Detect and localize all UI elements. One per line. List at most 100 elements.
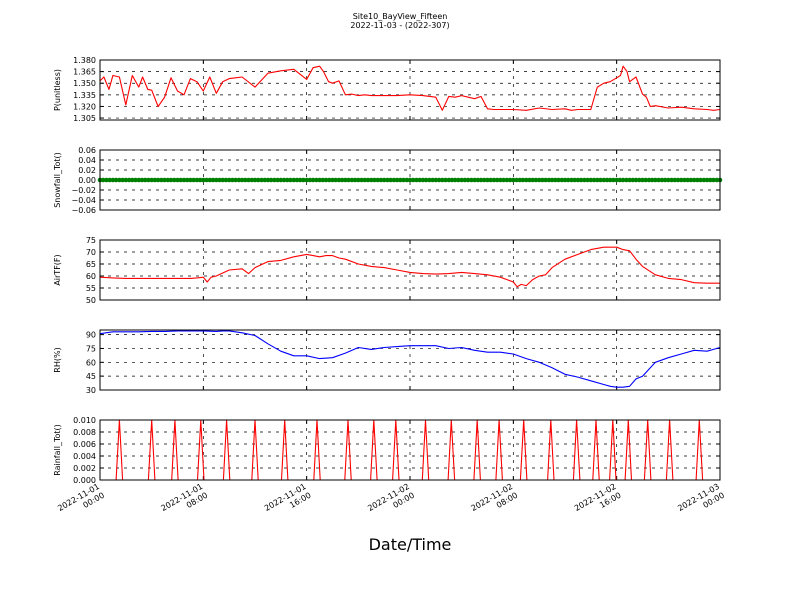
series-point [562, 177, 568, 183]
series-point [320, 177, 326, 183]
series-point [420, 177, 426, 183]
series-point [168, 177, 174, 183]
series-point [214, 177, 219, 183]
y-tick-label: −0.04 [71, 196, 96, 205]
series-line [99, 330, 721, 388]
series-point [217, 177, 222, 183]
series-point [107, 177, 112, 183]
y-tick-label: 0.004 [73, 452, 96, 461]
series-point [666, 177, 671, 183]
series-point [142, 177, 148, 183]
series-point [113, 177, 119, 183]
chart-subtitle: 2022-11-03 - (2022-307) [350, 21, 449, 30]
y-tick-label: 1.365 [73, 68, 96, 77]
series-point [365, 177, 371, 183]
series-point [226, 177, 232, 183]
series-point [149, 177, 154, 183]
series-point [591, 177, 597, 183]
series-point [478, 177, 484, 183]
series-point [230, 177, 235, 183]
series-point [391, 177, 397, 183]
series-point [197, 177, 203, 183]
series-point [152, 177, 158, 183]
series-point [146, 177, 151, 183]
series-point [653, 177, 658, 183]
series-point [327, 177, 332, 183]
panel-airtf: 50 55 60 65 70 75 AirTF(F) [53, 236, 721, 305]
plot-frame [99, 59, 721, 121]
series-point [410, 177, 416, 183]
series-point [159, 177, 164, 183]
series-point [204, 177, 209, 183]
series-point [704, 177, 710, 183]
series-point [620, 177, 626, 183]
series-point [133, 177, 138, 183]
series-point [559, 177, 565, 183]
y-tick-label: 0.002 [73, 464, 96, 473]
series-point [682, 177, 687, 183]
series-point [546, 177, 552, 183]
series-point [136, 177, 142, 183]
y-tick-label: 1.350 [73, 79, 96, 88]
series-point [624, 177, 629, 183]
series-point [611, 177, 616, 183]
series-point [649, 177, 655, 183]
series-point [633, 177, 639, 183]
series-point [352, 177, 358, 183]
series-point [540, 177, 545, 183]
series-point [404, 177, 410, 183]
series-point [339, 177, 345, 183]
series-point [359, 177, 364, 183]
x-tick-label: 2022-11-0200:00 [366, 482, 416, 522]
series-point [582, 177, 587, 183]
series-point [304, 177, 310, 183]
series-point [278, 177, 284, 183]
series-point [640, 177, 645, 183]
series-point [543, 177, 548, 183]
series-point [243, 177, 248, 183]
series-point [598, 177, 603, 183]
series-point [656, 177, 661, 183]
series-point [398, 177, 403, 183]
series-point [294, 177, 300, 183]
series-point [307, 177, 313, 183]
series-point [527, 177, 532, 183]
series-point [375, 177, 381, 183]
series-point [181, 177, 187, 183]
series-point [301, 177, 306, 183]
series-point [401, 177, 406, 183]
series-point [698, 177, 703, 183]
series-point [685, 177, 690, 183]
series-point [130, 177, 135, 183]
series-point [356, 177, 361, 183]
y-tick-label: 1.380 [73, 56, 96, 65]
series-point [139, 177, 145, 183]
series-point [191, 177, 196, 183]
series-point [465, 177, 471, 183]
series-point [427, 177, 432, 183]
series-point [607, 177, 613, 183]
series-point [343, 177, 348, 183]
series-point [549, 177, 555, 183]
series-point [714, 177, 720, 183]
series-point [695, 177, 700, 183]
series-point [433, 177, 439, 183]
series-point [104, 177, 109, 183]
y-tick-label: 75 [86, 344, 96, 353]
series-point [482, 177, 487, 183]
series-point [336, 177, 342, 183]
series-point [679, 177, 684, 183]
series-point [323, 177, 329, 183]
series-point [536, 177, 542, 183]
series-point [184, 177, 190, 183]
series-point [259, 177, 264, 183]
y-tick-label: 70 [86, 248, 96, 257]
series-point [407, 177, 413, 183]
x-axis-label: Date/Time [369, 535, 452, 554]
y-tick-label: 55 [86, 284, 96, 293]
plot-frame [99, 329, 721, 391]
series-point [314, 177, 319, 183]
series-point [346, 177, 351, 183]
series-point [446, 177, 452, 183]
